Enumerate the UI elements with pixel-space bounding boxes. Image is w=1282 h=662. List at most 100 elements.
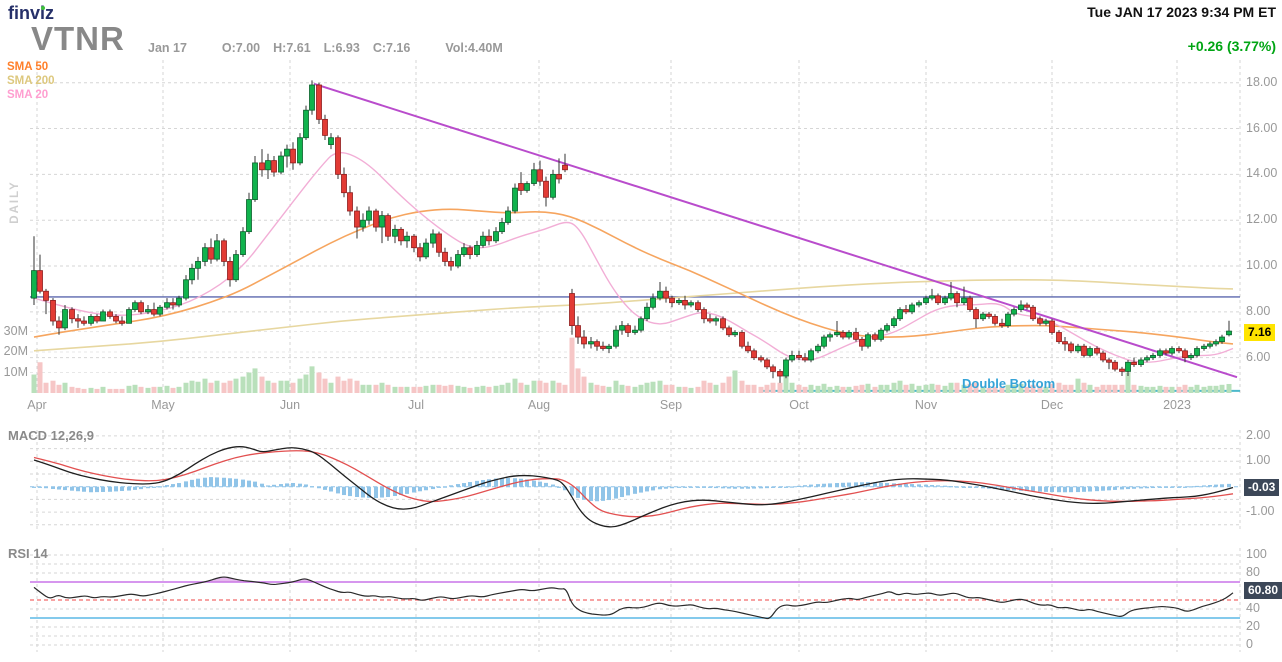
candle-down <box>486 235 492 242</box>
volume-bar <box>151 386 157 393</box>
macd-histogram-bar <box>696 486 700 488</box>
macd-histogram-bar <box>1076 486 1080 493</box>
candle-up <box>884 325 890 331</box>
trendline <box>313 82 1238 379</box>
volume-bar <box>505 382 511 393</box>
candle-up <box>1018 304 1024 310</box>
macd-histogram-bar <box>733 486 737 489</box>
candle-up <box>1213 341 1219 345</box>
candle-up <box>524 183 530 191</box>
macd-histogram-bar <box>158 486 162 488</box>
candle-down <box>707 318 713 322</box>
volume-bar <box>613 380 619 393</box>
macd-histogram-bar <box>664 486 668 489</box>
volume-bar <box>594 384 600 393</box>
macd-histogram-bar <box>1069 486 1073 493</box>
legend-sma50: SMA 50 <box>7 61 49 73</box>
volume-bar <box>50 380 56 393</box>
volume-bar <box>360 384 366 393</box>
candle-up <box>246 199 252 233</box>
candle-down <box>751 350 757 359</box>
candle-up <box>202 247 208 262</box>
candle-up <box>865 334 871 347</box>
macd-histogram-bar <box>626 486 630 496</box>
volume-bar <box>815 385 821 393</box>
macd-histogram-bar <box>165 485 169 487</box>
volume-bar <box>366 384 372 393</box>
macd-histogram-bar <box>1158 486 1162 488</box>
macd-histogram-bar <box>765 486 769 489</box>
rsi-line <box>33 576 1234 620</box>
macd-histogram-bar <box>822 483 826 487</box>
rsi-tick-label: 20 <box>1246 619 1260 633</box>
volume-bar <box>992 386 998 393</box>
volume-bar <box>202 378 208 393</box>
volume-bar <box>657 380 663 393</box>
candle-down <box>935 295 941 304</box>
month-label: Nov <box>914 398 938 412</box>
macd-histogram-bar <box>708 486 712 488</box>
volume-bar <box>1182 384 1188 393</box>
volume-bar <box>1131 384 1137 393</box>
volume-bar <box>1207 385 1213 393</box>
candle-up <box>713 318 719 322</box>
macd-histogram-bar <box>1107 486 1111 491</box>
macd-histogram-bar <box>809 484 813 487</box>
volume-bar <box>170 387 176 393</box>
macd-histogram-bar <box>76 486 80 492</box>
volume-bar <box>802 386 808 393</box>
volume-bar <box>423 385 429 393</box>
macd-histogram-bar <box>1214 484 1218 487</box>
macd-histogram-bar <box>689 486 693 488</box>
macd-histogram-bar <box>936 485 940 487</box>
macd-histogram-bar <box>816 484 820 487</box>
volume-bar <box>278 380 284 393</box>
ticker-symbol: VTNR <box>31 20 125 57</box>
volume-bar <box>1106 384 1112 393</box>
volume-bar <box>1100 384 1106 393</box>
volume-bar <box>581 376 587 393</box>
macd-histogram-bar <box>1195 485 1199 488</box>
candle-up <box>404 235 410 242</box>
volume-bar <box>1119 384 1125 393</box>
volume-bar <box>398 386 404 393</box>
candle-down <box>663 290 669 299</box>
candle-up <box>815 345 821 352</box>
candle-down <box>56 320 62 329</box>
candle-down <box>417 247 423 258</box>
macd-histogram-bar <box>342 486 346 496</box>
macd-histogram-bar <box>298 483 302 487</box>
macd-histogram-bar <box>184 481 188 487</box>
macd-histogram-bar <box>443 486 447 488</box>
macd-histogram-bar <box>279 484 283 487</box>
candle-down <box>777 371 783 377</box>
volume-bar <box>1125 372 1131 393</box>
month-label: Apr <box>27 398 47 412</box>
macd-histogram-bar <box>171 484 175 487</box>
candle-down <box>411 235 417 249</box>
volume-bar <box>486 386 492 393</box>
macd-histogram-bar <box>557 486 561 488</box>
candle-up <box>1087 348 1093 356</box>
volume-bar <box>316 372 322 393</box>
candle-up <box>909 304 915 313</box>
candle-up <box>942 297 948 304</box>
macd-histogram-bar <box>203 477 207 487</box>
volume-bar <box>948 382 954 393</box>
candle-down <box>208 247 214 260</box>
volume-tick-label: 20M <box>3 344 28 358</box>
volume-bar <box>512 378 518 393</box>
volume-bar <box>1112 384 1118 393</box>
volume-bar <box>1157 385 1163 393</box>
macd-histogram-bar <box>44 486 48 489</box>
macd-histogram-bar <box>1057 486 1061 493</box>
month-label: Dec <box>1040 398 1064 412</box>
macd-histogram-bar <box>854 482 858 487</box>
volume-bar <box>796 384 802 393</box>
price-change: +0.26 (3.77%) <box>1187 38 1276 54</box>
macd-histogram-bar <box>1000 486 1004 490</box>
volume-bar <box>1081 382 1087 393</box>
candle-down <box>859 338 865 347</box>
